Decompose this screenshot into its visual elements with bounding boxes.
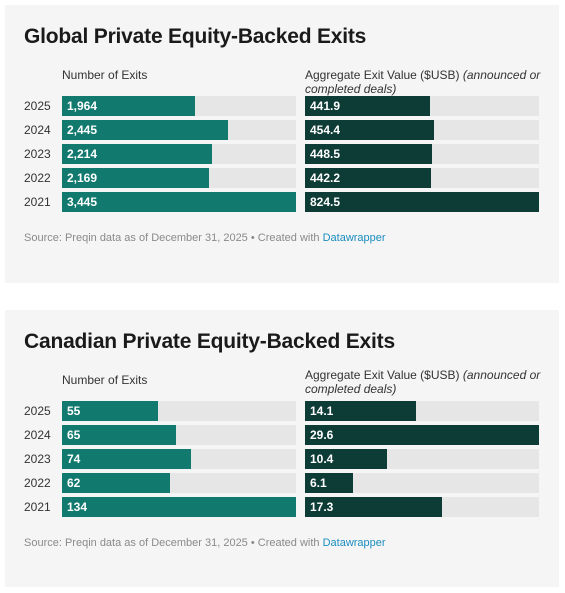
value-bar: 454.4 xyxy=(305,120,434,140)
source-text: Source: Preqin data as of December 31, 2… xyxy=(24,537,323,549)
chart-row: 2024 2,445 454.4 xyxy=(5,120,559,140)
value-value-label: 14.1 xyxy=(310,404,334,418)
count-bar: 2,169 xyxy=(62,168,210,188)
value-bar: 824.5 xyxy=(305,192,539,212)
count-value-label: 74 xyxy=(67,452,81,466)
value-bar: 448.5 xyxy=(305,144,433,164)
count-value-label: 3,445 xyxy=(67,195,98,209)
value-value-label: 6.1 xyxy=(310,476,327,490)
value-value-label: 824.5 xyxy=(310,195,341,209)
count-bar: 2,445 xyxy=(62,120,229,140)
value-bar: 17.3 xyxy=(305,497,442,517)
value-bar-track: 29.6 xyxy=(305,425,539,445)
count-value-label: 62 xyxy=(67,476,81,490)
chart-row: 2024 65 29.6 xyxy=(5,425,559,445)
count-value-label: 2,214 xyxy=(67,147,98,161)
year-label: 2022 xyxy=(24,476,51,490)
value-bar: 6.1 xyxy=(305,473,354,493)
count-value-label: 55 xyxy=(67,404,81,418)
value-bar-track: 442.2 xyxy=(305,168,539,188)
value-bar: 442.2 xyxy=(305,168,431,188)
count-bar-track: 55 xyxy=(62,401,296,421)
year-label: 2025 xyxy=(24,99,51,113)
value-bar-track: 10.4 xyxy=(305,449,539,469)
year-label: 2021 xyxy=(24,195,51,209)
value-value-label: 441.9 xyxy=(310,99,341,113)
count-bar-track: 2,169 xyxy=(62,168,296,188)
count-value-label: 2,169 xyxy=(67,171,98,185)
chart-row: 2022 2,169 442.2 xyxy=(5,168,559,188)
year-label: 2023 xyxy=(24,147,51,161)
count-value-label: 2,445 xyxy=(67,123,98,137)
canadian-exits-chart: Canadian Private Equity-Backed Exits Num… xyxy=(5,310,559,587)
value-value-label: 10.4 xyxy=(310,452,334,466)
year-label: 2025 xyxy=(24,404,51,418)
value-bar: 14.1 xyxy=(305,401,417,421)
value-value-label: 448.5 xyxy=(310,147,341,161)
count-bar: 65 xyxy=(62,425,176,445)
chart-row: 2025 55 14.1 xyxy=(5,401,559,421)
value-bar-track: 824.5 xyxy=(305,192,539,212)
value-bar-track: 14.1 xyxy=(305,401,539,421)
count-bar-track: 134 xyxy=(62,497,296,517)
value-value-label: 442.2 xyxy=(310,171,341,185)
global-exits-chart: Global Private Equity-Backed Exits Numbe… xyxy=(5,5,559,283)
chart-row: 2021 134 17.3 xyxy=(5,497,559,517)
chart-source: Source: Preqin data as of December 31, 2… xyxy=(24,537,386,549)
value-column-header: Aggregate Exit Value ($USB) (announced o… xyxy=(305,368,550,396)
chart-title: Global Private Equity-Backed Exits xyxy=(24,25,367,48)
count-bar: 55 xyxy=(62,401,159,421)
year-label: 2024 xyxy=(24,428,51,442)
value-bar: 10.4 xyxy=(305,449,388,469)
chart-row: 2025 1,964 441.9 xyxy=(5,96,559,116)
count-bar: 2,214 xyxy=(62,144,213,164)
year-label: 2022 xyxy=(24,171,51,185)
value-bar: 441.9 xyxy=(305,96,431,116)
chart-row: 2021 3,445 824.5 xyxy=(5,192,559,212)
value-bar-track: 441.9 xyxy=(305,96,539,116)
year-label: 2024 xyxy=(24,123,51,137)
count-bar: 74 xyxy=(62,449,192,469)
value-value-label: 17.3 xyxy=(310,500,334,514)
chart-row: 2022 62 6.1 xyxy=(5,473,559,493)
year-label: 2023 xyxy=(24,452,51,466)
count-bar-track: 3,445 xyxy=(62,192,296,212)
value-value-label: 454.4 xyxy=(310,123,341,137)
chart-row: 2023 2,214 448.5 xyxy=(5,144,559,164)
count-bar: 1,964 xyxy=(62,96,196,116)
count-bar: 3,445 xyxy=(62,192,296,212)
source-text: Source: Preqin data as of December 31, 2… xyxy=(24,232,323,244)
value-column-header-note: (announced or completed deals) xyxy=(305,68,541,96)
count-bar: 134 xyxy=(62,497,296,517)
count-bar-track: 62 xyxy=(62,473,296,493)
count-bar-track: 2,445 xyxy=(62,120,296,140)
count-bar: 62 xyxy=(62,473,171,493)
count-bar-track: 65 xyxy=(62,425,296,445)
count-value-label: 65 xyxy=(67,428,81,442)
count-column-header: Number of Exits xyxy=(62,68,148,82)
count-bar-track: 2,214 xyxy=(62,144,296,164)
value-column-header-label: Aggregate Exit Value ($USB) xyxy=(305,368,460,382)
datawrapper-link[interactable]: Datawrapper xyxy=(322,537,386,549)
count-value-label: 134 xyxy=(67,500,88,514)
count-bar-track: 1,964 xyxy=(62,96,296,116)
value-bar: 29.6 xyxy=(305,425,539,445)
chart-title: Canadian Private Equity-Backed Exits xyxy=(24,330,395,353)
chart-source: Source: Preqin data as of December 31, 2… xyxy=(24,232,386,244)
value-bar-track: 448.5 xyxy=(305,144,539,164)
value-column-header-note: (announced or completed deals) xyxy=(305,368,541,396)
chart-row: 2023 74 10.4 xyxy=(5,449,559,469)
datawrapper-link[interactable]: Datawrapper xyxy=(322,232,386,244)
value-column-header: Aggregate Exit Value ($USB) (announced o… xyxy=(305,68,550,96)
value-bar-track: 17.3 xyxy=(305,497,539,517)
value-bar-track: 454.4 xyxy=(305,120,539,140)
count-value-label: 1,964 xyxy=(67,99,98,113)
count-column-header: Number of Exits xyxy=(62,373,148,387)
value-bar-track: 6.1 xyxy=(305,473,539,493)
value-value-label: 29.6 xyxy=(310,428,334,442)
year-label: 2021 xyxy=(24,500,51,514)
value-column-header-label: Aggregate Exit Value ($USB) xyxy=(305,68,460,82)
count-bar-track: 74 xyxy=(62,449,296,469)
